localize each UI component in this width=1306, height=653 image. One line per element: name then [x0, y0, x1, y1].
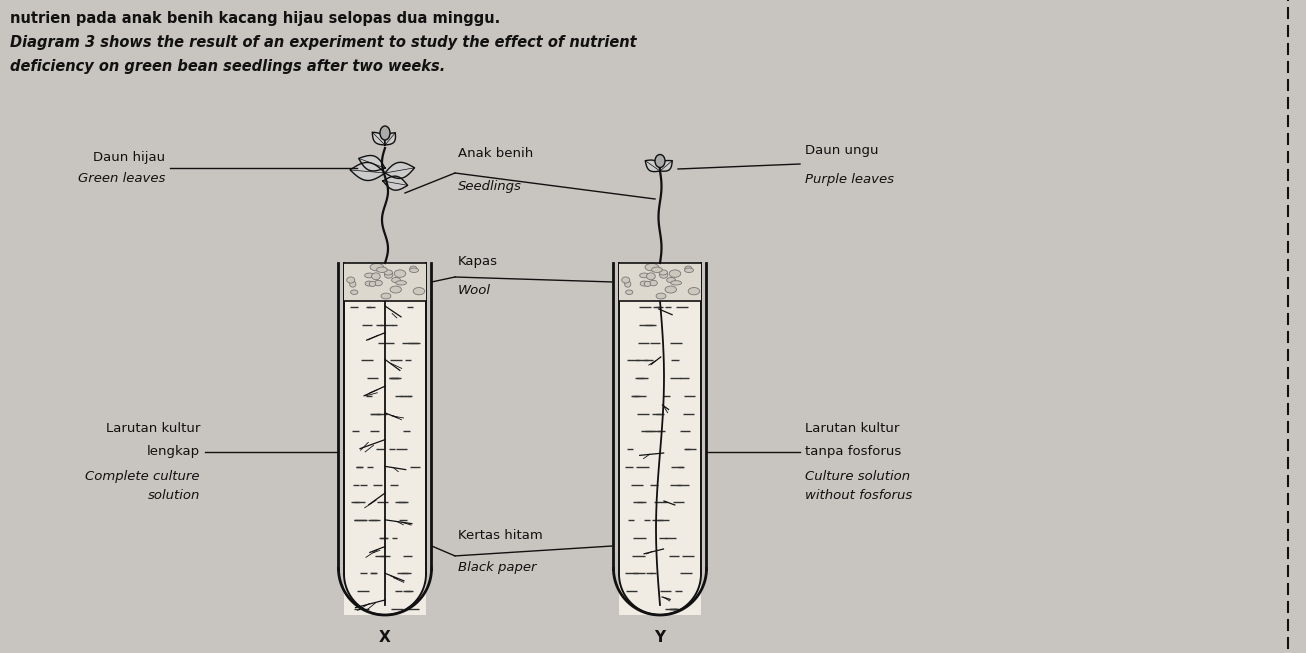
Ellipse shape [656, 293, 666, 299]
Ellipse shape [346, 277, 355, 283]
Ellipse shape [371, 273, 380, 279]
Ellipse shape [366, 281, 372, 286]
Ellipse shape [380, 126, 390, 140]
Text: Kertas hitam: Kertas hitam [458, 529, 543, 542]
Polygon shape [359, 155, 385, 171]
Bar [343, 301, 426, 615]
Polygon shape [385, 133, 396, 145]
Text: Green leaves: Green leaves [77, 172, 165, 185]
Text: Diagram 3 shows the result of an experiment to study the effect of nutrient: Diagram 3 shows the result of an experim… [10, 35, 636, 50]
Text: Y: Y [654, 630, 666, 645]
Text: Kapas: Kapas [458, 255, 498, 268]
Polygon shape [385, 163, 414, 178]
Text: lengkap: lengkap [146, 445, 200, 458]
Text: Culture solution: Culture solution [804, 470, 910, 483]
Ellipse shape [350, 281, 355, 287]
Ellipse shape [364, 273, 375, 278]
Text: Wool: Wool [458, 284, 491, 297]
Text: nutrien pada anak benih kacang hijau selopas dua minggu.: nutrien pada anak benih kacang hijau sel… [10, 11, 500, 26]
Ellipse shape [665, 286, 677, 293]
Ellipse shape [410, 268, 418, 272]
Text: Daun hijau: Daun hijau [93, 151, 165, 164]
Text: tanpa fosforus: tanpa fosforus [804, 445, 901, 458]
Text: Larutan kultur: Larutan kultur [804, 422, 900, 435]
Text: deficiency on green bean seedlings after two weeks.: deficiency on green bean seedlings after… [10, 59, 445, 74]
Ellipse shape [644, 281, 650, 287]
Text: X: X [379, 630, 390, 645]
Bar [619, 263, 701, 301]
Polygon shape [660, 161, 673, 171]
Ellipse shape [394, 270, 406, 278]
Polygon shape [350, 163, 385, 180]
Ellipse shape [688, 287, 700, 295]
Polygon shape [372, 133, 385, 145]
Polygon shape [619, 574, 701, 615]
Ellipse shape [649, 280, 657, 286]
Ellipse shape [396, 281, 406, 285]
Ellipse shape [390, 286, 401, 293]
Text: Complete culture: Complete culture [85, 470, 200, 483]
Text: Daun ungu: Daun ungu [804, 144, 879, 157]
Polygon shape [343, 574, 426, 615]
Ellipse shape [666, 278, 675, 283]
Ellipse shape [640, 281, 648, 286]
Bar [619, 301, 701, 615]
Ellipse shape [384, 270, 392, 275]
Polygon shape [645, 160, 660, 172]
Text: Purple leaves: Purple leaves [804, 173, 895, 186]
Ellipse shape [684, 266, 692, 271]
Ellipse shape [376, 267, 388, 272]
Ellipse shape [671, 281, 682, 285]
Ellipse shape [370, 281, 376, 287]
Text: without fosforus: without fosforus [804, 488, 913, 502]
Ellipse shape [640, 273, 649, 278]
Ellipse shape [669, 270, 680, 278]
Text: Black paper: Black paper [458, 561, 537, 574]
Ellipse shape [410, 266, 417, 271]
Ellipse shape [624, 281, 631, 287]
Ellipse shape [652, 267, 662, 272]
Bar [619, 263, 701, 574]
Text: Seedlings: Seedlings [458, 180, 522, 193]
Ellipse shape [656, 155, 665, 168]
Ellipse shape [413, 287, 424, 295]
Ellipse shape [381, 293, 390, 299]
Ellipse shape [645, 263, 658, 271]
Ellipse shape [384, 272, 393, 278]
Ellipse shape [626, 290, 633, 295]
Ellipse shape [375, 280, 383, 286]
Text: solution: solution [148, 488, 200, 502]
Ellipse shape [622, 277, 629, 283]
Ellipse shape [660, 272, 667, 278]
Text: Anak benih: Anak benih [458, 147, 533, 160]
Bar [343, 263, 426, 574]
Ellipse shape [392, 278, 401, 283]
Bar [343, 263, 426, 301]
Ellipse shape [350, 290, 358, 295]
Ellipse shape [370, 263, 384, 271]
Ellipse shape [684, 268, 693, 272]
Text: Larutan kultur: Larutan kultur [106, 422, 200, 435]
Polygon shape [383, 176, 407, 190]
Ellipse shape [646, 273, 656, 279]
Ellipse shape [660, 270, 667, 275]
